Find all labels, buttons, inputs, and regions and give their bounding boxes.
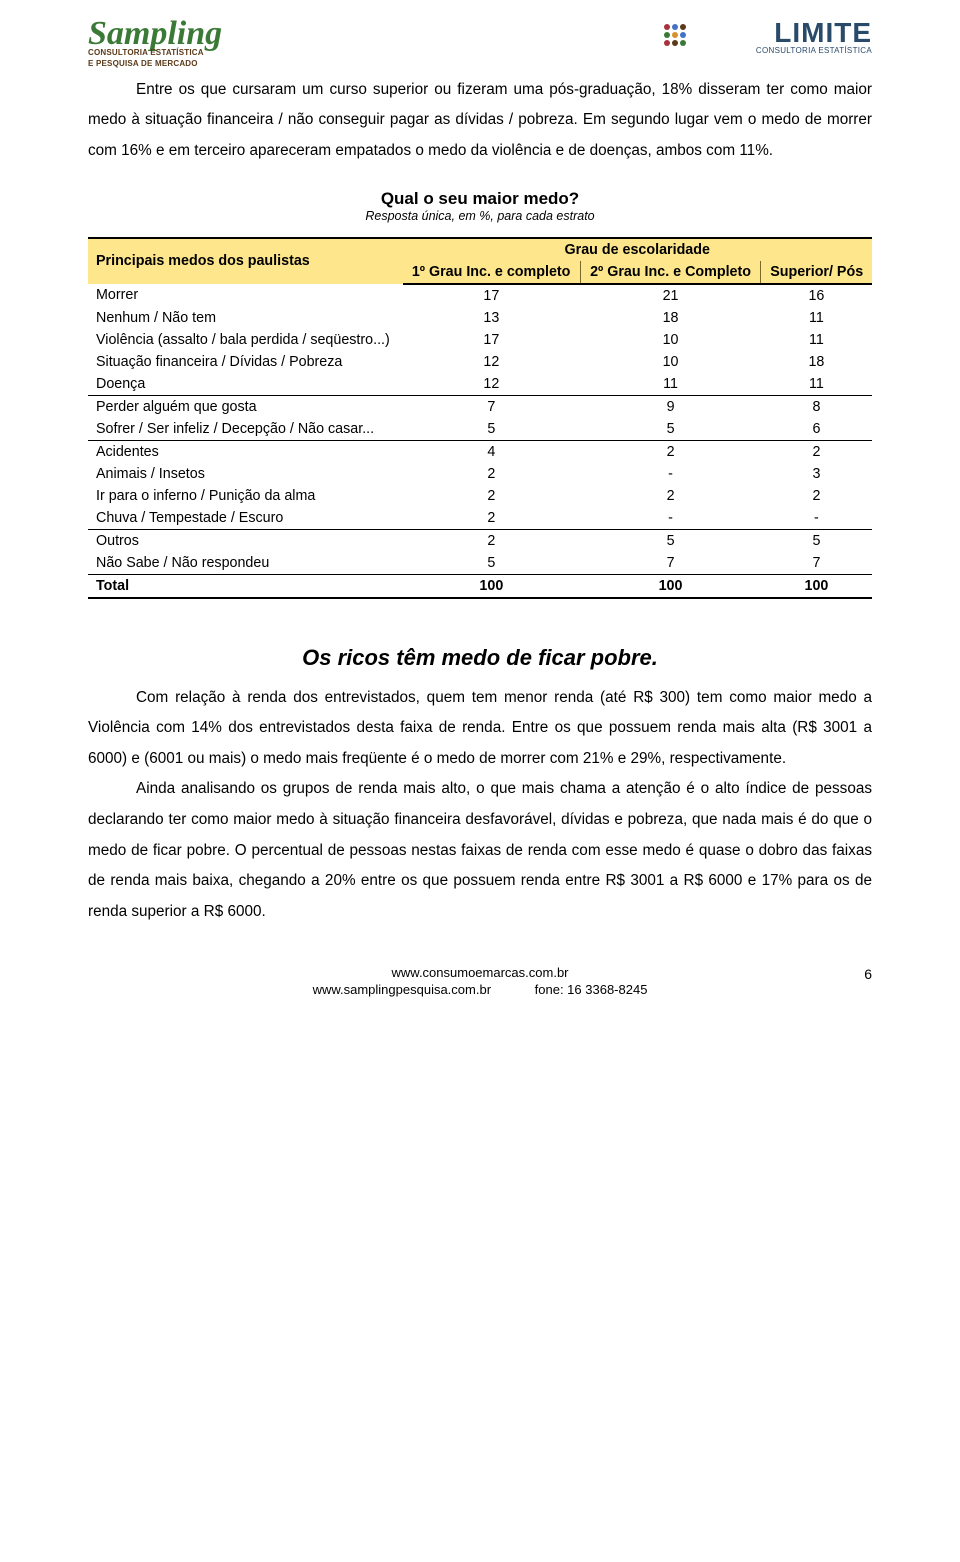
para-1: Entre os que cursaram um curso superior …	[88, 75, 872, 167]
table-subtitle: Resposta única, em %, para cada estrato	[88, 209, 872, 223]
cell-value: 13	[403, 307, 581, 329]
total-value: 100	[761, 574, 872, 598]
row-label: Animais / Insetos	[88, 463, 403, 485]
cell-value: 12	[403, 351, 581, 373]
cell-value: 21	[580, 284, 761, 307]
logo-limite: LIMITE CONSULTORIA ESTATÍSTICA	[692, 20, 872, 55]
table-row: Animais / Insetos2-3	[88, 463, 872, 485]
row-label: Não Sabe / Não respondeu	[88, 552, 403, 575]
cell-value: 5	[580, 529, 761, 552]
cell-value: 5	[761, 529, 872, 552]
logo-sampling-brand: Sampling	[88, 20, 278, 47]
cell-value: -	[580, 463, 761, 485]
table-row: Chuva / Tempestade / Escuro2--	[88, 507, 872, 530]
page-number: 6	[864, 965, 872, 983]
section2-title: Os ricos têm medo de ficar pobre.	[88, 645, 872, 671]
cell-value: 7	[761, 552, 872, 575]
row-label: Violência (assalto / bala perdida / seqü…	[88, 329, 403, 351]
cell-value: 10	[580, 351, 761, 373]
cell-value: 9	[580, 395, 761, 418]
row-label: Nenhum / Não tem	[88, 307, 403, 329]
cell-value: 12	[403, 373, 581, 396]
logo-sampling-sub1: CONSULTORIA ESTATÍSTICA	[88, 49, 278, 58]
table-row: Situação financeira / Dívidas / Pobreza1…	[88, 351, 872, 373]
cell-value: -	[580, 507, 761, 530]
total-value: 100	[580, 574, 761, 598]
fear-by-education-table: Principais medos dos paulistas Grau de e…	[88, 237, 872, 599]
dots-icon	[664, 24, 686, 46]
cell-value: 2	[761, 485, 872, 507]
table-row: Violência (assalto / bala perdida / seqü…	[88, 329, 872, 351]
cell-value: 11	[761, 307, 872, 329]
table-row: Perder alguém que gosta798	[88, 395, 872, 418]
row-label: Doença	[88, 373, 403, 396]
cell-value: 6	[761, 418, 872, 441]
table-row: Doença121111	[88, 373, 872, 396]
cell-value: 7	[403, 395, 581, 418]
cell-value: 18	[580, 307, 761, 329]
row-label: Acidentes	[88, 440, 403, 463]
row-label: Sofrer / Ser infeliz / Decepção / Não ca…	[88, 418, 403, 441]
col-header-2: Superior/ Pós	[761, 261, 872, 284]
section2-body: Com relação à renda dos entrevistados, q…	[88, 683, 872, 928]
footer-phone: fone: 16 3368-8245	[535, 982, 648, 997]
logo-sampling: Sampling CONSULTORIA ESTATÍSTICA E PESQU…	[88, 20, 278, 69]
intro-paragraph: Entre os que cursaram um curso superior …	[88, 75, 872, 167]
footer-url2: www.samplingpesquisa.com.br	[313, 982, 491, 997]
cell-value: 2	[403, 463, 581, 485]
table-row: Sofrer / Ser infeliz / Decepção / Não ca…	[88, 418, 872, 441]
cell-value: 5	[403, 552, 581, 575]
row-label: Ir para o inferno / Punição da alma	[88, 485, 403, 507]
table-row: Nenhum / Não tem131811	[88, 307, 872, 329]
total-value: 100	[403, 574, 581, 598]
cell-value: 2	[403, 485, 581, 507]
cell-value: 17	[403, 329, 581, 351]
col-header-0: 1º Grau Inc. e completo	[403, 261, 581, 284]
cell-value: 16	[761, 284, 872, 307]
header-logos: Sampling CONSULTORIA ESTATÍSTICA E PESQU…	[88, 20, 872, 69]
row-label: Morrer	[88, 284, 403, 307]
table-row: Acidentes422	[88, 440, 872, 463]
cell-value: 2	[403, 507, 581, 530]
cell-value: 4	[403, 440, 581, 463]
logo-sampling-sub2: E PESQUISA DE MERCADO	[88, 60, 278, 69]
cell-value: 2	[761, 440, 872, 463]
col-group: Grau de escolaridade	[403, 238, 873, 261]
cell-value: 18	[761, 351, 872, 373]
table-row: Não Sabe / Não respondeu577	[88, 552, 872, 575]
section2-p2: Ainda analisando os grupos de renda mais…	[88, 774, 872, 927]
cell-value: 2	[403, 529, 581, 552]
cell-value: 11	[580, 373, 761, 396]
cell-value: 2	[580, 440, 761, 463]
footer-url1: www.consumoemarcas.com.br	[88, 965, 872, 982]
table-row: Morrer172116	[88, 284, 872, 307]
row-label: Chuva / Tempestade / Escuro	[88, 507, 403, 530]
row-label: Perder alguém que gosta	[88, 395, 403, 418]
table-row: Outros255	[88, 529, 872, 552]
cell-value: 3	[761, 463, 872, 485]
table-row-total: Total100100100	[88, 574, 872, 598]
cell-value: 11	[761, 329, 872, 351]
table-row: Ir para o inferno / Punição da alma222	[88, 485, 872, 507]
col-header-1: 2º Grau Inc. e Completo	[580, 261, 761, 284]
cell-value: -	[761, 507, 872, 530]
row-label: Situação financeira / Dívidas / Pobreza	[88, 351, 403, 373]
cell-value: 2	[580, 485, 761, 507]
footer: 6 www.consumoemarcas.com.br www.sampling…	[88, 965, 872, 999]
cell-value: 7	[580, 552, 761, 575]
cell-value: 5	[580, 418, 761, 441]
cell-value: 5	[403, 418, 581, 441]
cell-value: 8	[761, 395, 872, 418]
section2-p1: Com relação à renda dos entrevistados, q…	[88, 683, 872, 775]
logo-limite-brand: LIMITE	[692, 20, 872, 45]
cell-value: 17	[403, 284, 581, 307]
row-header: Principais medos dos paulistas	[88, 238, 403, 284]
table-title: Qual o seu maior medo?	[88, 189, 872, 209]
row-label: Outros	[88, 529, 403, 552]
cell-value: 11	[761, 373, 872, 396]
total-label: Total	[88, 574, 403, 598]
cell-value: 10	[580, 329, 761, 351]
